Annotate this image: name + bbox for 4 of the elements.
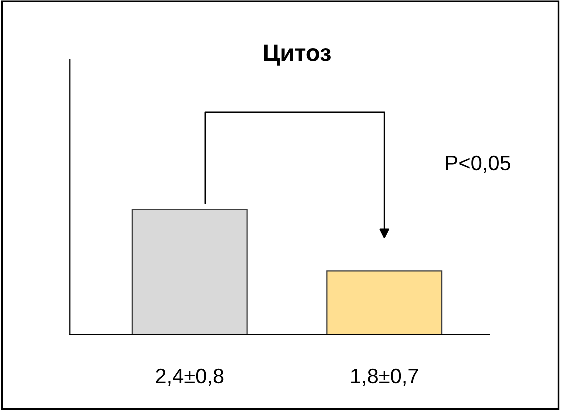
x-tick-label: 1,8±0,7 <box>352 368 418 386</box>
text: P<0,05 <box>446 156 510 174</box>
x-tick-label: 2,4±0,8 <box>156 368 224 386</box>
chart-title: Цитоз <box>264 44 331 66</box>
